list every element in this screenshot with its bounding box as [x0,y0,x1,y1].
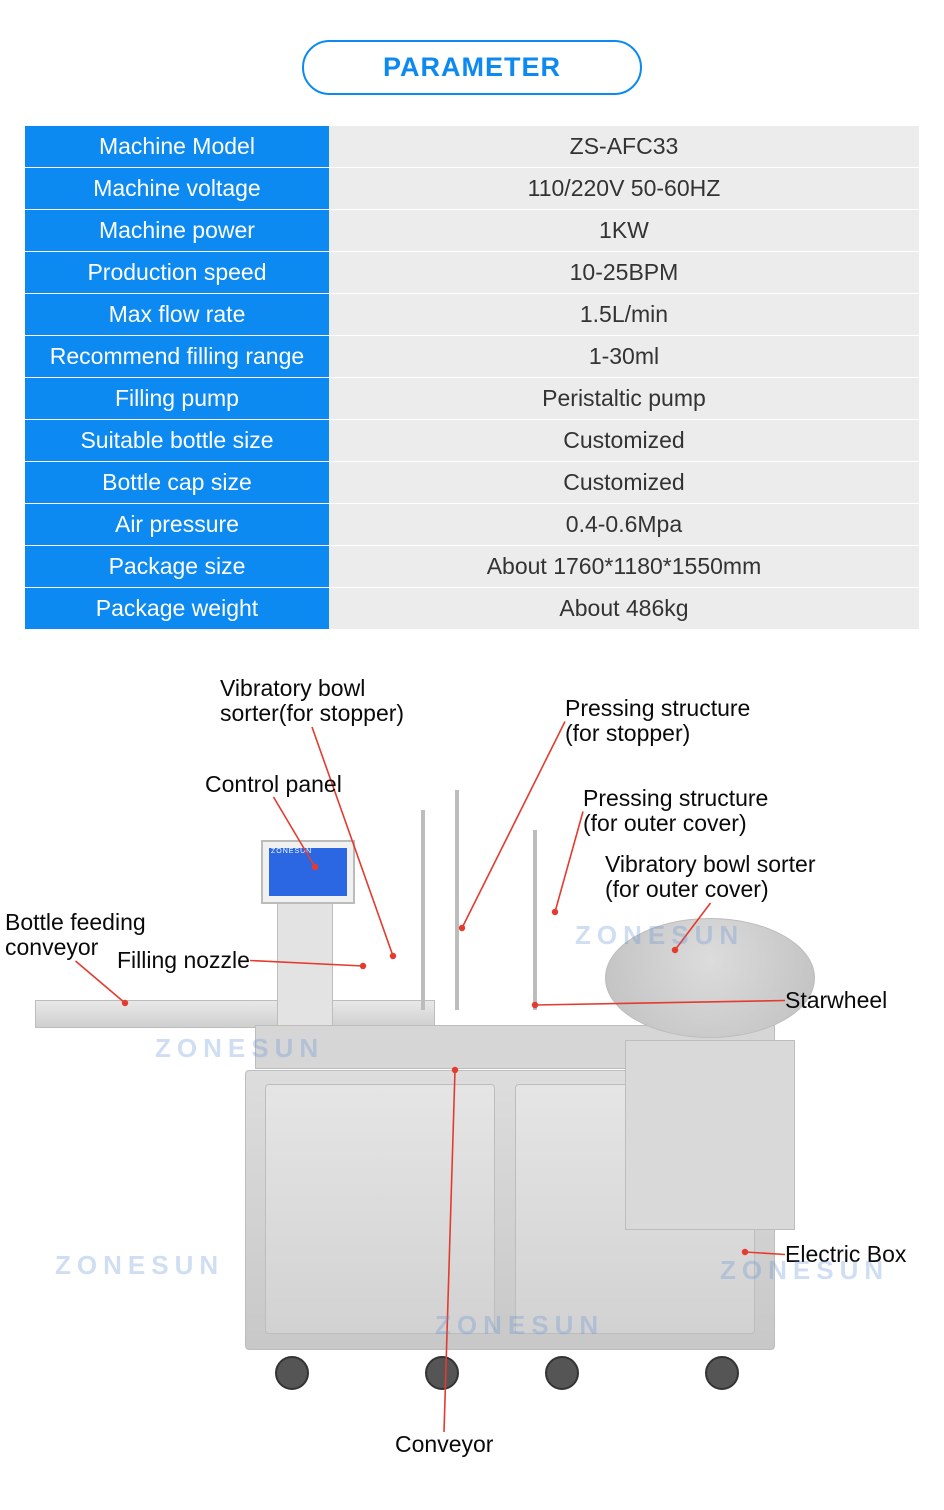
watermark-text: ZONESUN [435,1310,604,1341]
parameter-row: Machine power1KW [25,210,919,252]
machine-bowl-stand [625,1040,795,1230]
parameter-label: Package size [25,546,329,588]
parameter-value: 10-25BPM [329,252,919,294]
parameter-label: Package weight [25,588,329,630]
screen-brand-text: ZONESUN [271,848,312,855]
parameter-row: Machine ModelZS-AFC33 [25,126,919,168]
parameter-value: Customized [329,420,919,462]
parameter-row: Package weightAbout 486kg [25,588,919,630]
parameter-row: Machine voltage110/220V 50-60HZ [25,168,919,210]
callout-text-line: Conveyor [395,1432,493,1457]
machine-post-3 [533,830,537,1010]
machine-post-2 [455,790,459,1010]
callout-text-line: sorter(for stopper) [220,701,404,726]
watermark-text: ZONESUN [55,1250,224,1281]
callout-conveyor: Conveyor [395,1432,493,1457]
callout-text-line: Pressing structure [565,696,750,721]
callout-vib-stopper: Vibratory bowlsorter(for stopper) [220,676,404,727]
parameter-row: Bottle cap sizeCustomized [25,462,919,504]
callout-control-panel: Control panel [205,772,342,797]
machine-conveyor-rail [35,1000,435,1028]
machine-caster [545,1356,579,1390]
callout-text-line: Vibratory bowl [220,676,404,701]
machine-door-left [265,1084,495,1334]
parameter-value: 1.5L/min [329,294,919,336]
parameter-label: Machine voltage [25,168,329,210]
machine-caster [705,1356,739,1390]
callout-text-line: Filling nozzle [117,948,250,973]
parameter-label: Filling pump [25,378,329,420]
parameter-value: About 486kg [329,588,919,630]
callout-text-line: Pressing structure [583,786,768,811]
machine-diagram: ZONESUN Vibratory bowlsorter(for stopper… [25,670,919,1490]
machine-control-column [277,896,333,1026]
machine-post-1 [421,810,425,1010]
parameter-value: ZS-AFC33 [329,126,919,168]
callout-starwheel: Starwheel [785,988,887,1013]
parameter-label: Machine Model [25,126,329,168]
parameter-value: 0.4-0.6Mpa [329,504,919,546]
parameter-row: Suitable bottle sizeCustomized [25,420,919,462]
callout-text-line: Starwheel [785,988,887,1013]
parameter-value: 1KW [329,210,919,252]
parameter-row: Production speed10-25BPM [25,252,919,294]
parameter-table: Machine ModelZS-AFC33Machine voltage110/… [25,125,919,630]
callout-text-line: (for outer cover) [605,877,816,902]
watermark-text: ZONESUN [720,1255,889,1286]
callout-press-outer: Pressing structure(for outer cover) [583,786,768,837]
parameter-row: Filling pumpPeristaltic pump [25,378,919,420]
parameter-value: About 1760*1180*1550mm [329,546,919,588]
parameter-row: Recommend filling range1-30ml [25,336,919,378]
parameter-label: Suitable bottle size [25,420,329,462]
parameter-label: Machine power [25,210,329,252]
callout-text-line: Vibratory bowl sorter [605,852,816,877]
section-title-pill: PARAMETER [302,40,642,95]
parameter-label: Air pressure [25,504,329,546]
watermark-text: ZONESUN [575,920,744,951]
parameter-label: Recommend filling range [25,336,329,378]
parameter-row: Max flow rate1.5L/min [25,294,919,336]
machine-caster [275,1356,309,1390]
callout-press-stopper: Pressing structure(for stopper) [565,696,750,747]
parameter-value: Peristaltic pump [329,378,919,420]
machine-caster [425,1356,459,1390]
watermark-text: ZONESUN [155,1033,324,1064]
parameter-label: Bottle cap size [25,462,329,504]
parameter-row: Air pressure0.4-0.6Mpa [25,504,919,546]
parameter-row: Package sizeAbout 1760*1180*1550mm [25,546,919,588]
callout-filling-nozzle: Filling nozzle [117,948,250,973]
parameter-label: Max flow rate [25,294,329,336]
callout-text-line: Bottle feeding [5,910,146,935]
callout-text-line: Control panel [205,772,342,797]
parameter-label: Production speed [25,252,329,294]
parameter-value: 110/220V 50-60HZ [329,168,919,210]
callout-vib-outer: Vibratory bowl sorter(for outer cover) [605,852,816,903]
callout-text-line: (for outer cover) [583,811,768,836]
parameter-value: Customized [329,462,919,504]
parameter-value: 1-30ml [329,336,919,378]
callout-text-line: (for stopper) [565,721,750,746]
